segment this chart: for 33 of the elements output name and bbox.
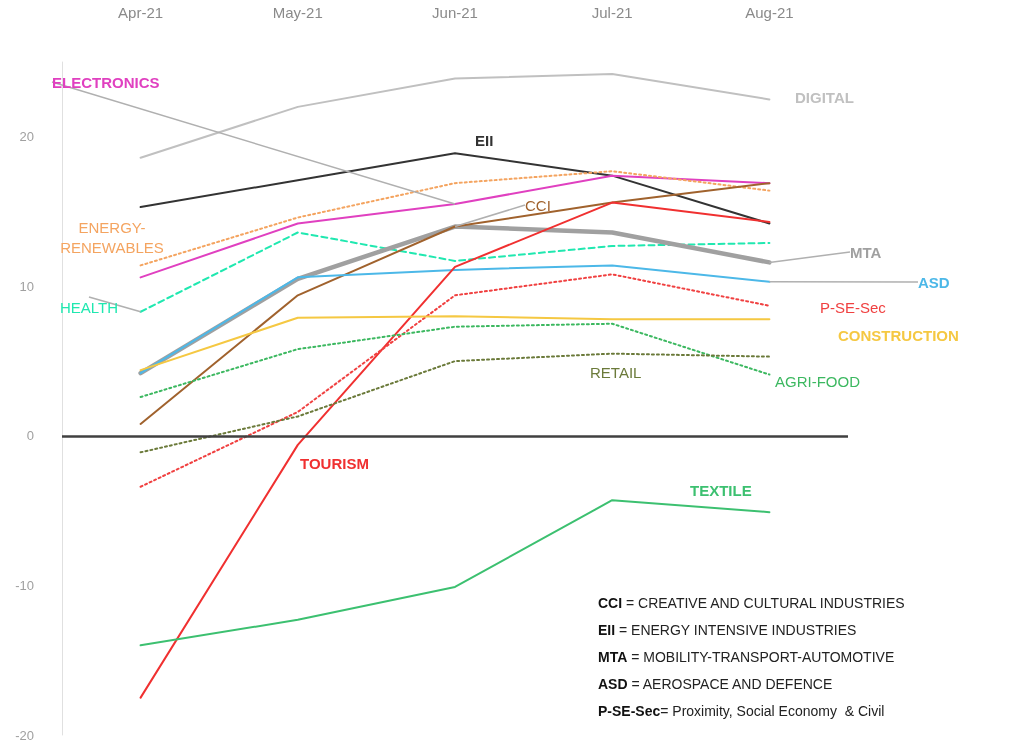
- x-tick-label: Apr-21: [118, 4, 164, 21]
- series-label: TOURISM: [300, 454, 369, 472]
- x-tick-label: May-21: [272, 4, 323, 21]
- series-label: AGRI-FOOD: [775, 372, 861, 390]
- y-tick-label: -20: [15, 727, 34, 743]
- text: ASD: [918, 273, 950, 291]
- text: ELECTRONICS: [52, 73, 160, 91]
- y-tick-label: 20: [19, 129, 34, 145]
- line-series: [139, 322, 771, 398]
- annotation: ASD = AEROSPACE AND DEFENCE: [598, 676, 833, 692]
- annotation: P-SE-Sec= Proximity, Social Economy & Civil: [598, 703, 885, 719]
- series-label: TEXTILE: [690, 481, 752, 499]
- x-tick-label: Jul-21: [591, 4, 633, 21]
- x-tick-label: Aug-21: [745, 4, 794, 21]
- annotation: EII = ENERGY INTENSIVE INDUSTRIES: [598, 622, 857, 638]
- series-label: ENERGY-RENEWABLES: [60, 218, 164, 256]
- annotation: CCI = CREATIVE AND CULTURAL INDUSTRIES: [598, 595, 905, 611]
- text: P-SE-Sec: [820, 298, 887, 316]
- series-label: CCI: [525, 196, 551, 214]
- series-label: RETAIL: [590, 363, 642, 381]
- text: CONSTRUCTION: [838, 326, 959, 344]
- line-series: [139, 273, 771, 488]
- text: MTA: [850, 243, 882, 261]
- y-tick-label: 0: [26, 428, 34, 444]
- y-tick-label: 10: [19, 278, 34, 294]
- y-tick-label: -10: [15, 577, 34, 593]
- x-tick-label: Jun-21: [432, 4, 478, 21]
- line-series: [139, 352, 771, 454]
- line-series: [139, 152, 771, 225]
- series-label: EII: [475, 131, 494, 149]
- annotation: MTA = MOBILITY-TRANSPORT-AUTOMOTIVE: [598, 649, 895, 665]
- series-label: DIGITAL: [795, 88, 854, 106]
- series-label: HEALTH: [59, 298, 118, 316]
